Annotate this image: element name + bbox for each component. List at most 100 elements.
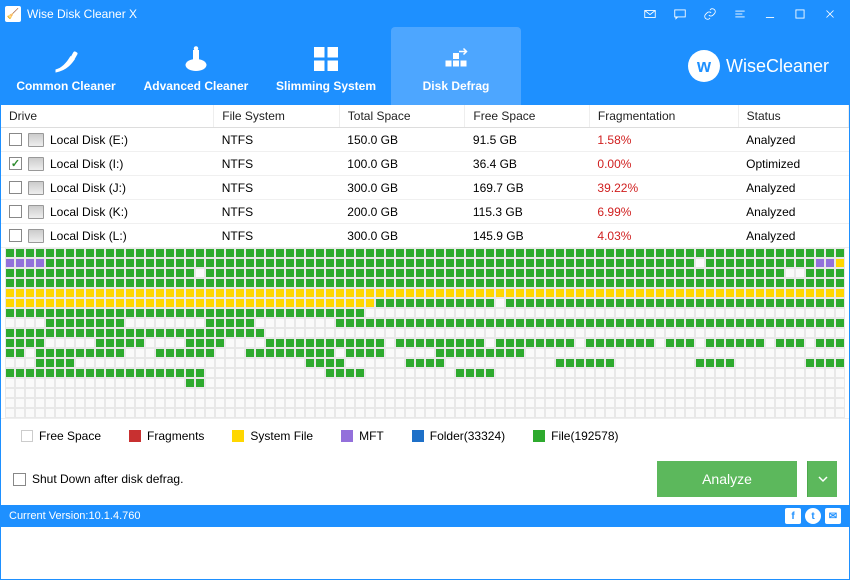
tab-slimming-system[interactable]: Slimming System	[261, 27, 391, 105]
drive-name: Local Disk (L:)	[50, 229, 127, 243]
tab-icon	[308, 39, 344, 79]
legend-label: Free Space	[39, 429, 101, 443]
drive-icon	[28, 181, 44, 195]
link-icon[interactable]	[695, 1, 725, 27]
legend-swatch	[341, 430, 353, 442]
drive-checkbox[interactable]	[9, 205, 22, 218]
drive-name: Local Disk (K:)	[50, 205, 128, 219]
drive-icon	[28, 205, 44, 219]
drive-icon	[28, 157, 44, 171]
tab-label: Common Cleaner	[16, 79, 115, 93]
drive-fs: NTFS	[214, 152, 340, 176]
drive-fs: NTFS	[214, 224, 340, 248]
tab-disk-defrag[interactable]: Disk Defrag	[391, 27, 521, 105]
drive-checkbox[interactable]	[9, 229, 22, 242]
drive-fs: NTFS	[214, 200, 340, 224]
legend-swatch	[232, 430, 244, 442]
tab-icon	[178, 39, 214, 79]
drive-status: Analyzed	[738, 200, 848, 224]
footer-actions: Shut Down after disk defrag. Analyze	[1, 453, 849, 505]
column-header[interactable]: Free Space	[465, 105, 590, 128]
shutdown-checkbox[interactable]: Shut Down after disk defrag.	[13, 472, 183, 486]
legend: Free SpaceFragmentsSystem FileMFTFolder(…	[1, 418, 849, 453]
table-row[interactable]: Local Disk (I:)NTFS100.0 GB36.4 GB0.00%O…	[1, 152, 849, 176]
tab-label: Disk Defrag	[423, 79, 490, 93]
brand[interactable]: w WiseCleaner	[688, 50, 829, 82]
drive-frag: 1.58%	[589, 128, 738, 152]
drive-frag: 0.00%	[589, 152, 738, 176]
legend-swatch	[21, 430, 33, 442]
drive-icon	[28, 133, 44, 147]
drive-frag: 6.99%	[589, 200, 738, 224]
drive-total: 200.0 GB	[339, 200, 465, 224]
legend-label: Fragments	[147, 429, 204, 443]
table-row[interactable]: Local Disk (J:) NTFS300.0 GB169.7 GB39.22…	[1, 176, 849, 200]
column-header[interactable]: Drive	[1, 105, 214, 128]
drive-free: 91.5 GB	[465, 128, 590, 152]
mail-icon[interactable]	[635, 1, 665, 27]
drives-table: DriveFile SystemTotal SpaceFree SpaceFra…	[1, 105, 849, 248]
legend-item: Free Space	[21, 429, 101, 443]
drive-checkbox[interactable]	[9, 157, 22, 170]
toolbar: Common Cleaner Advanced Cleaner Slimming S…	[1, 27, 849, 105]
legend-swatch	[129, 430, 141, 442]
version-label: Current Version:10.1.4.760	[9, 510, 140, 522]
drive-free: 169.7 GB	[465, 176, 590, 200]
drive-status: Analyzed	[738, 128, 848, 152]
column-header[interactable]: Total Space	[339, 105, 465, 128]
drive-status: Optimized	[738, 152, 848, 176]
drive-total: 150.0 GB	[339, 128, 465, 152]
tab-icon	[48, 39, 84, 79]
drive-fs: NTFS	[214, 128, 340, 152]
checkbox-icon	[13, 473, 26, 486]
legend-item: File(192578)	[533, 429, 618, 443]
legend-item: MFT	[341, 429, 384, 443]
drive-total: 100.0 GB	[339, 152, 465, 176]
legend-label: System File	[250, 429, 313, 443]
tab-common-cleaner[interactable]: Common Cleaner	[1, 27, 131, 105]
drive-free: 145.9 GB	[465, 224, 590, 248]
menu-icon[interactable]	[725, 1, 755, 27]
window-title: Wise Disk Cleaner X	[27, 7, 137, 21]
feedback-icon[interactable]	[665, 1, 695, 27]
drive-fs: NTFS	[214, 176, 340, 200]
drive-total: 300.0 GB	[339, 224, 465, 248]
brand-label: WiseCleaner	[726, 56, 829, 77]
legend-label: File(192578)	[551, 429, 618, 443]
analyze-dropdown-button[interactable]	[807, 461, 837, 497]
drive-checkbox[interactable]	[9, 133, 22, 146]
minimize-button[interactable]	[755, 1, 785, 27]
legend-item: System File	[232, 429, 313, 443]
table-row[interactable]: Local Disk (L:) NTFS300.0 GB145.9 GB4.03%…	[1, 224, 849, 248]
drive-name: Local Disk (J:)	[50, 181, 126, 195]
tab-icon	[438, 39, 474, 79]
column-header[interactable]: File System	[214, 105, 340, 128]
drive-status: Analyzed	[738, 224, 848, 248]
brand-logo-icon: w	[688, 50, 720, 82]
drive-free: 36.4 GB	[465, 152, 590, 176]
drive-checkbox[interactable]	[9, 181, 22, 194]
email-icon[interactable]: ✉	[825, 508, 841, 524]
twitter-icon[interactable]: t	[805, 508, 821, 524]
analyze-button[interactable]: Analyze	[657, 461, 797, 497]
tab-label: Advanced Cleaner	[144, 79, 249, 93]
maximize-button[interactable]	[785, 1, 815, 27]
drive-free: 115.3 GB	[465, 200, 590, 224]
table-row[interactable]: Local Disk (E:) NTFS150.0 GB91.5 GB1.58%A…	[1, 128, 849, 152]
table-row[interactable]: Local Disk (K:) NTFS200.0 GB115.3 GB6.99%…	[1, 200, 849, 224]
close-button[interactable]	[815, 1, 845, 27]
drive-icon	[28, 229, 44, 243]
column-header[interactable]: Fragmentation	[589, 105, 738, 128]
tab-advanced-cleaner[interactable]: Advanced Cleaner	[131, 27, 261, 105]
defrag-map	[1, 248, 849, 418]
drive-frag: 4.03%	[589, 224, 738, 248]
shutdown-label: Shut Down after disk defrag.	[32, 472, 183, 486]
statusbar: Current Version:10.1.4.760 f t ✉	[1, 505, 849, 527]
drive-name: Local Disk (E:)	[50, 133, 128, 147]
legend-swatch	[412, 430, 424, 442]
drive-frag: 39.22%	[589, 176, 738, 200]
column-header[interactable]: Status	[738, 105, 848, 128]
facebook-icon[interactable]: f	[785, 508, 801, 524]
chevron-down-icon	[818, 474, 828, 484]
drive-total: 300.0 GB	[339, 176, 465, 200]
